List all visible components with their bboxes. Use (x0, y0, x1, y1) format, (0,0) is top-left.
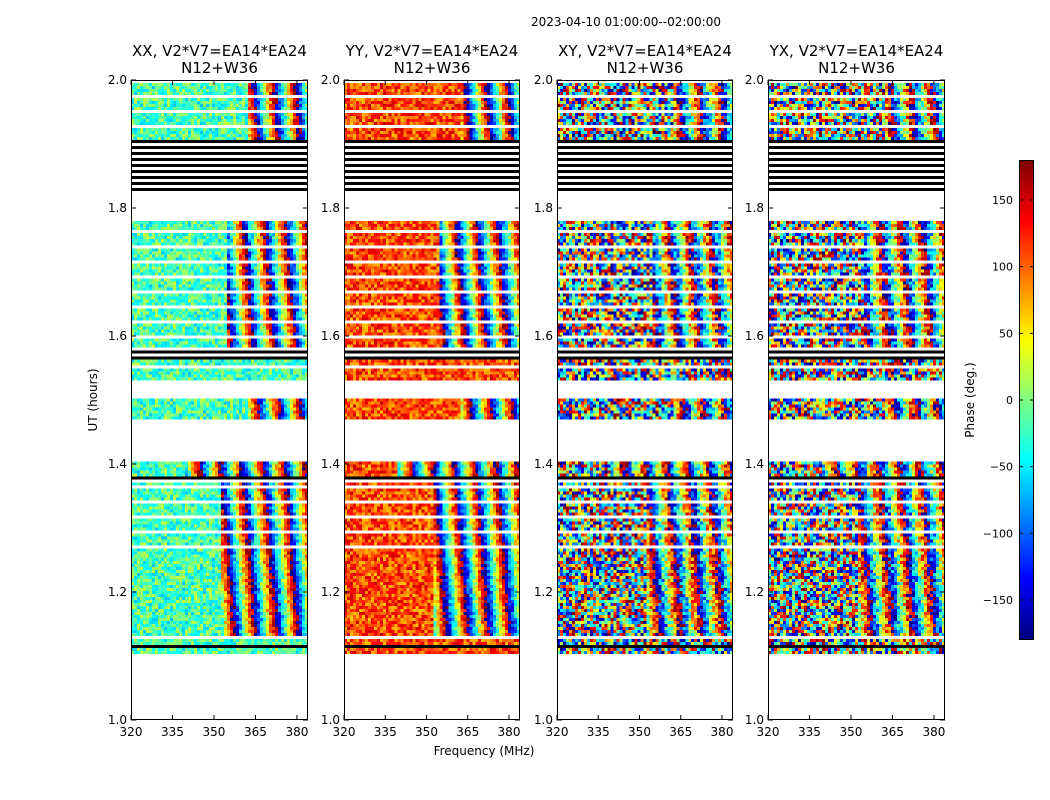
x-tick-label: 335 (161, 725, 184, 739)
x-tick-label: 350 (203, 725, 226, 739)
colorbar-tick-label: −100 (983, 527, 1013, 540)
y-axis-label: UT (hours) (86, 368, 100, 431)
y-tick-label: 1.2 (534, 585, 553, 599)
x-tick-label: 350 (628, 725, 651, 739)
y-tick-label: 1.0 (745, 713, 764, 727)
x-tick-label: 380 (922, 725, 945, 739)
axes-frame (131, 80, 308, 720)
y-tick-label: 1.4 (108, 457, 127, 471)
panel-baseline: N12+W36 (394, 59, 471, 77)
y-tick-label: 2.0 (745, 73, 764, 87)
phase-heatmap (344, 80, 520, 720)
x-tick-label: 320 (546, 725, 569, 739)
panel-title: XY, V2*V7=EA14*EA24 (558, 42, 732, 60)
phase-heatmap (768, 80, 945, 720)
y-tick-label: 2.0 (108, 73, 127, 87)
y-tick-label: 1.6 (534, 329, 553, 343)
colorbar-tick-label: 0 (1006, 394, 1013, 407)
colorbar-tick-label: −50 (990, 461, 1013, 474)
x-tick-label: 350 (840, 725, 863, 739)
y-tick-label: 1.2 (108, 585, 127, 599)
x-tick-label: 320 (333, 725, 356, 739)
x-tick-label: 365 (456, 725, 479, 739)
y-tick-label: 1.0 (321, 713, 340, 727)
x-tick-label: 320 (757, 725, 780, 739)
phase-heatmap (557, 80, 733, 720)
x-tick-label: 335 (374, 725, 397, 739)
colorbar-gradient (1019, 160, 1034, 640)
axes-frame (768, 80, 945, 720)
panel-baseline: N12+W36 (181, 59, 258, 77)
y-tick-label: 1.8 (745, 201, 764, 215)
x-tick-label: 365 (244, 725, 267, 739)
x-tick-label: 335 (798, 725, 821, 739)
y-tick-label: 1.8 (108, 201, 127, 215)
figure-title: 2023-04-10 01:00:00--02:00:00 (531, 15, 721, 29)
axes-frame (557, 80, 733, 720)
y-tick-label: 1.6 (321, 329, 340, 343)
colorbar-tick-label: −150 (983, 594, 1013, 607)
y-tick-label: 1.2 (321, 585, 340, 599)
colorbar: −150 −100 −50 0 50 100 150 (983, 160, 1034, 640)
y-tick-label: 1.8 (321, 201, 340, 215)
y-tick-label: 1.2 (745, 585, 764, 599)
y-tick-label: 1.6 (745, 329, 764, 343)
colorbar-tick-label: 100 (992, 261, 1013, 274)
y-tick-label: 2.0 (321, 73, 340, 87)
panel-title: XX, V2*V7=EA14*EA24 (132, 42, 307, 60)
x-tick-label: 365 (881, 725, 904, 739)
panel-title: YY, V2*V7=EA14*EA24 (345, 42, 519, 60)
y-tick-label: 1.0 (108, 713, 127, 727)
panel-title: YX, V2*V7=EA14*EA24 (769, 42, 944, 60)
x-tick-label: 365 (669, 725, 692, 739)
y-tick-label: 1.4 (745, 457, 764, 471)
axes-frame (344, 80, 520, 720)
x-tick-label: 380 (285, 725, 308, 739)
y-tick-label: 1.6 (108, 329, 127, 343)
y-tick-label: 2.0 (534, 73, 553, 87)
phase-heatmap (131, 80, 308, 720)
y-tick-label: 1.0 (534, 713, 553, 727)
x-tick-label: 320 (120, 725, 143, 739)
x-tick-label: 380 (498, 725, 521, 739)
y-tick-label: 1.4 (321, 457, 340, 471)
colorbar-tick-label: 50 (999, 327, 1013, 340)
x-axis-label: Frequency (MHz) (434, 744, 535, 758)
panel-baseline: N12+W36 (607, 59, 684, 77)
y-tick-label: 1.4 (534, 457, 553, 471)
x-tick-label: 350 (415, 725, 438, 739)
x-tick-label: 335 (587, 725, 610, 739)
y-tick-label: 1.8 (534, 201, 553, 215)
colorbar-label: Phase (deg.) (963, 362, 977, 437)
x-tick-label: 380 (711, 725, 734, 739)
panel-baseline: N12+W36 (818, 59, 895, 77)
colorbar-tick-label: 150 (992, 194, 1013, 207)
